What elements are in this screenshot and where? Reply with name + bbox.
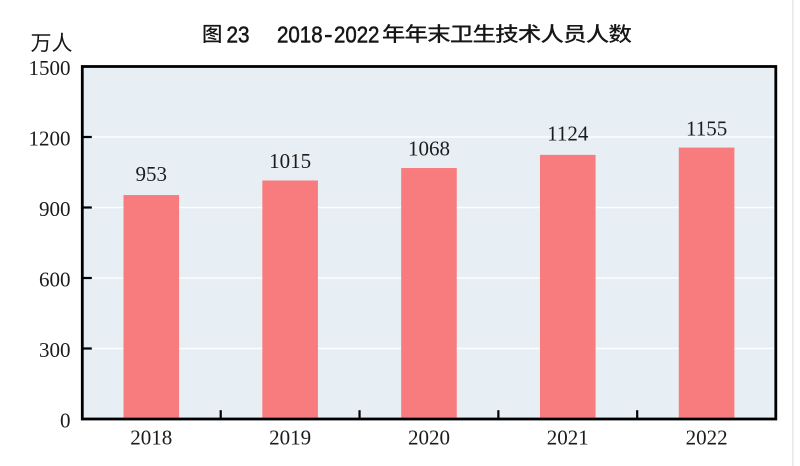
svg-text:1200: 1200 [29, 126, 71, 150]
svg-text:1068: 1068 [408, 136, 450, 160]
svg-text:1015: 1015 [269, 149, 311, 173]
svg-text:23: 23 [227, 21, 250, 47]
svg-text:2018: 2018 [277, 21, 323, 47]
svg-text:1155: 1155 [686, 117, 727, 141]
svg-text:300: 300 [39, 338, 71, 362]
svg-text:1500: 1500 [29, 56, 71, 80]
svg-text:1124: 1124 [547, 122, 589, 146]
svg-text:2022: 2022 [334, 21, 379, 47]
svg-text:2020: 2020 [408, 426, 450, 450]
svg-text:2021: 2021 [547, 426, 589, 450]
svg-text:900: 900 [39, 197, 71, 221]
svg-text:600: 600 [39, 267, 71, 291]
svg-text:2018: 2018 [130, 426, 172, 450]
svg-text:-: - [324, 21, 332, 47]
svg-text:953: 953 [136, 162, 168, 186]
svg-text:0: 0 [60, 408, 71, 432]
svg-text:2019: 2019 [269, 426, 311, 450]
svg-text:2022: 2022 [686, 426, 728, 450]
